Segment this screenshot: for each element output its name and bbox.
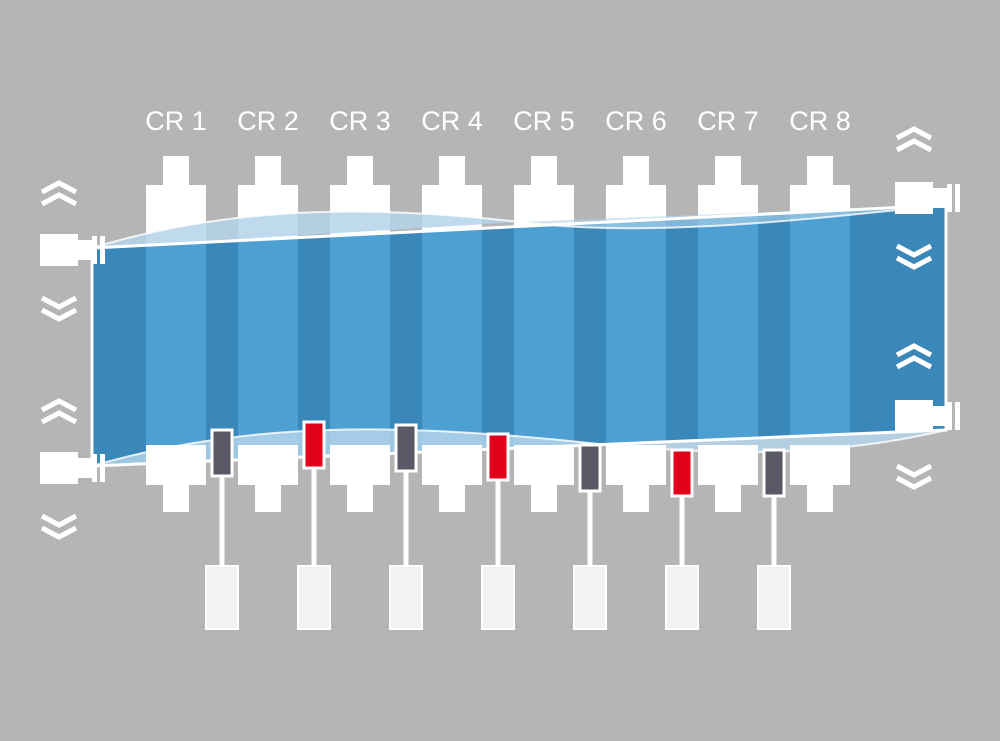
column-label: CR 4 bbox=[421, 106, 483, 136]
outlet-box bbox=[297, 565, 331, 630]
column-label: CR 5 bbox=[513, 106, 575, 136]
column-bottom bbox=[807, 484, 833, 512]
valve bbox=[578, 443, 602, 493]
valve bbox=[302, 420, 326, 470]
column-top bbox=[715, 156, 741, 188]
column-bottom bbox=[606, 445, 666, 485]
column-bottom bbox=[439, 484, 465, 512]
column-top bbox=[163, 156, 189, 188]
column-label: CR 7 bbox=[697, 106, 759, 136]
column-bottom bbox=[163, 484, 189, 512]
column-bottom bbox=[347, 484, 373, 512]
column-stripe bbox=[514, 205, 574, 466]
column-label: CR 3 bbox=[329, 106, 391, 136]
outlet-box bbox=[573, 565, 607, 630]
column-bottom bbox=[531, 484, 557, 512]
column-stripe bbox=[422, 205, 482, 466]
valve bbox=[762, 448, 786, 498]
column-stripe bbox=[606, 205, 666, 466]
chevrons bbox=[40, 126, 933, 540]
outlet-box bbox=[389, 565, 423, 630]
connectors bbox=[40, 182, 960, 484]
column-stripe bbox=[330, 205, 390, 466]
column-top bbox=[439, 156, 465, 188]
column-bottom bbox=[422, 445, 482, 485]
column-stripe bbox=[790, 205, 850, 466]
column-label: CR 6 bbox=[605, 106, 667, 136]
column-top bbox=[347, 156, 373, 188]
column-top bbox=[531, 156, 557, 188]
column-bottom bbox=[790, 445, 850, 485]
column-stripe bbox=[698, 205, 758, 466]
labels: CR 1 CR 2 CR 3 CR 4 CR 5 CR 6 CR 7 CR 8 bbox=[145, 106, 851, 136]
column-bottom bbox=[146, 445, 206, 485]
column-stripe bbox=[146, 205, 206, 466]
column-top bbox=[807, 156, 833, 188]
outlet-box bbox=[757, 565, 791, 630]
column-bottoms bbox=[146, 445, 850, 512]
column-bottom bbox=[330, 445, 390, 485]
column-stripe bbox=[238, 205, 298, 466]
column-label: CR 8 bbox=[789, 106, 851, 136]
column-bottom bbox=[514, 445, 574, 485]
column-bottom bbox=[623, 484, 649, 512]
column-top bbox=[255, 156, 281, 188]
outlet-box bbox=[665, 565, 699, 630]
outlet-box bbox=[481, 565, 515, 630]
band bbox=[90, 203, 948, 468]
column-label: CR 2 bbox=[237, 106, 299, 136]
column-bottom bbox=[715, 484, 741, 512]
column-top bbox=[623, 156, 649, 188]
column-bottom bbox=[698, 445, 758, 485]
valve bbox=[486, 432, 510, 482]
valve bbox=[394, 423, 418, 473]
outlet-box bbox=[205, 565, 239, 630]
column-label: CR 1 bbox=[145, 106, 207, 136]
valve bbox=[210, 428, 234, 478]
column-bottom bbox=[255, 484, 281, 512]
valve bbox=[670, 448, 694, 498]
valves bbox=[205, 420, 791, 630]
column-bottom bbox=[238, 445, 298, 485]
